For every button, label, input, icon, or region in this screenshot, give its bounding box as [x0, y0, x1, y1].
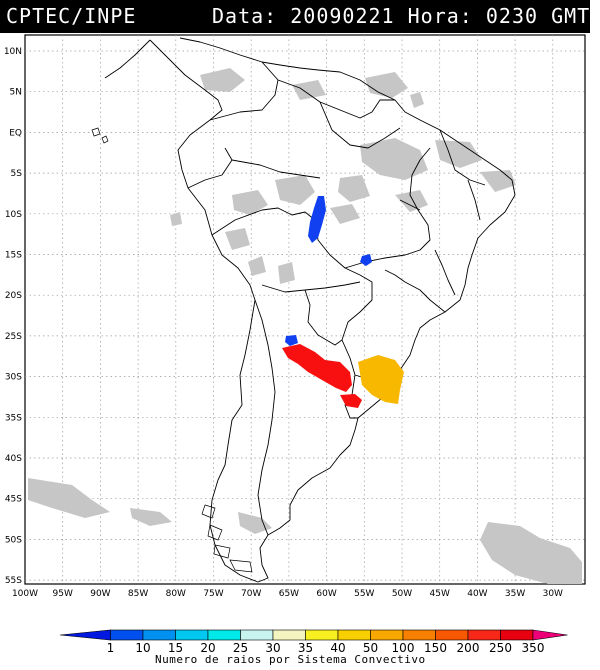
colorbar-label: 35: [298, 641, 313, 652]
lat-label: 15S: [5, 251, 22, 261]
lat-label: 55S: [5, 576, 22, 586]
cluster-rio-grande-orange: [358, 355, 404, 404]
colorbar-cell: [272, 629, 306, 641]
colorbar-cell: [59, 629, 111, 641]
colorbar-label: 15: [168, 641, 183, 652]
lon-label: 85W: [128, 589, 148, 598]
lon-label: 80W: [166, 589, 186, 598]
lon-label: 50W: [392, 589, 412, 598]
lon-label: 45W: [430, 589, 450, 598]
lon-label: 95W: [53, 589, 73, 598]
lon-label: 30W: [543, 589, 563, 598]
lon-label: 75W: [203, 589, 223, 598]
lat-label: 20S: [5, 291, 22, 301]
cluster-paraguay-blue: [285, 335, 298, 346]
lat-label: EQ: [9, 128, 22, 138]
colorbar-cell: [142, 629, 176, 641]
lat-label: 40S: [5, 454, 22, 464]
lat-label: 30S: [5, 373, 22, 383]
lat-label: 5N: [10, 88, 22, 98]
axis-labels: 10N 5N EQ 5S 10S 15S 20S 25S 30S 35S 40S 45S 50S 55S 1…: [4, 47, 563, 598]
lon-label: 60W: [316, 589, 336, 598]
colorbar-cell: [207, 629, 241, 641]
lat-label: 45S: [5, 495, 22, 505]
map-header: CPTEC/INPE Data: 20090221 Hora: 0230 GMT: [0, 0, 590, 33]
colorbar: 1 10 15 20 25 30 35 40 50 100 150 200 250 350: [59, 629, 568, 652]
colorbar-label: 100: [392, 641, 415, 652]
colorbar-cell: [402, 629, 436, 641]
colorbar-label: 40: [330, 641, 345, 652]
colorbar-label: 350: [522, 641, 545, 652]
lon-label: 70W: [241, 589, 261, 598]
map-grid: [25, 35, 585, 584]
colorbar-cell: [305, 629, 339, 641]
lon-label: 35W: [505, 589, 525, 598]
lightning-map: 10N 5N EQ 5S 10S 15S 20S 25S 30S 35S 40S 45S 50S 55S 1…: [4, 34, 586, 598]
colorbar-cell: [110, 629, 144, 641]
lon-label: 65W: [279, 589, 299, 598]
southern-islands: [91, 127, 253, 573]
colorbar-label: 1: [107, 641, 115, 652]
lon-label: 55W: [354, 589, 374, 598]
colorbar-cell: [240, 629, 274, 641]
cluster-mato-grosso-blue: [360, 254, 372, 266]
lat-label: 35S: [5, 413, 22, 423]
colorbar-cell: [467, 629, 501, 641]
colorbar-label: 150: [424, 641, 447, 652]
colorbar-label: 30: [265, 641, 280, 652]
lat-label: 10S: [5, 210, 22, 220]
cluster-uruguay-red: [340, 394, 362, 408]
colorbar-label: 25: [233, 641, 248, 652]
lat-label: 25S: [5, 332, 22, 342]
lon-label: 40W: [467, 589, 487, 598]
colorbar-label: 10: [135, 641, 150, 652]
colorbar-label: 250: [489, 641, 512, 652]
lightning-clusters: [282, 196, 404, 408]
colorbar-label: 20: [200, 641, 215, 652]
lat-label: 10N: [4, 47, 22, 57]
cluster-amazon-blue: [308, 196, 326, 243]
lon-label: 100W: [12, 589, 38, 598]
header-datetime: Data: 20090221 Hora: 0230 GMT: [212, 4, 591, 28]
colorbar-title: Numero de raios por Sistema Convectivo: [155, 653, 426, 666]
colorbar-cell: [500, 629, 534, 641]
lat-label: 5S: [11, 169, 23, 179]
colorbar-cell: [337, 629, 371, 641]
colorbar-cell: [435, 629, 469, 641]
map-frame: [24, 34, 586, 585]
lat-label: 50S: [5, 535, 22, 545]
colorbar-cell: [370, 629, 404, 641]
colorbar-label: 50: [363, 641, 378, 652]
cluster-argentina-red: [282, 344, 352, 392]
lon-label: 90W: [90, 589, 110, 598]
cloud-cover: [28, 68, 582, 584]
colorbar-label: 200: [457, 641, 480, 652]
coastlines: [104, 37, 516, 583]
header-source: CPTEC/INPE: [6, 4, 137, 28]
colorbar-cell: [175, 629, 209, 641]
colorbar-cell: [532, 629, 568, 641]
